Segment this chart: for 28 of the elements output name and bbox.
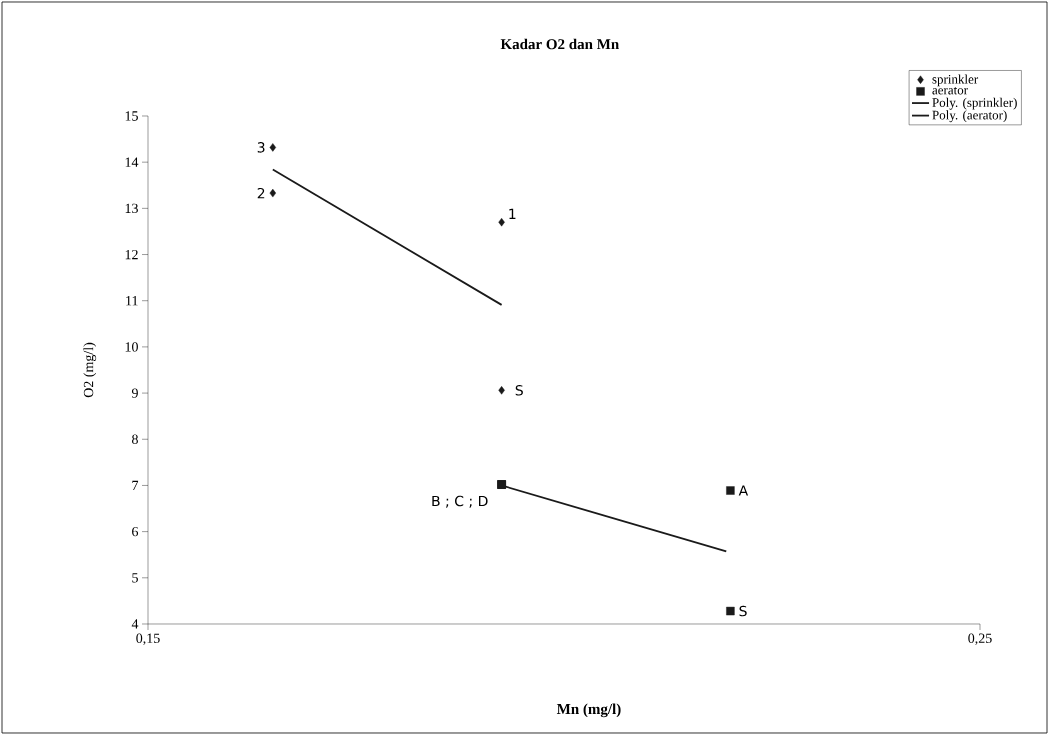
legend-label: aerator [932,86,968,95]
y-axis-title: O2 (mg/l) [83,342,97,398]
y-tick-label: 10 [125,342,138,352]
y-tick-label: 4 [131,619,139,629]
y-tick-label: 13 [125,203,138,214]
y-tick-label: 12 [125,249,138,260]
x-tick-label: 0,25 [968,633,992,645]
annotation: S [739,605,747,617]
y-tick-label: 6 [132,526,139,537]
annotation: 2 [257,187,265,199]
y-tick-label: 7 [132,480,139,491]
annotation: S [515,385,523,396]
y-tick-label: 5 [132,573,138,583]
legend-label: Poly. (aerator) [932,110,1007,123]
x-axis-title: Mn (mg/l) [556,703,621,718]
annotation: 3 [257,142,265,153]
annotation: B ; C ; D [432,495,488,508]
annotation: 1 [509,208,516,220]
y-tick-label: 8 [132,434,138,444]
y-tick-label: 15 [125,111,138,121]
annotation: A [738,485,749,496]
y-tick-label: 11 [126,296,138,306]
x-tick-label: 0,15 [136,633,160,645]
chart-title: Kadar O2 dan Mn [500,38,619,50]
legend-label: Poly. (sprinkler) [932,97,1017,110]
y-tick-label: 9 [131,388,138,398]
y-tick-label: 14 [125,157,139,167]
legend-label: sprinkler [932,74,979,87]
